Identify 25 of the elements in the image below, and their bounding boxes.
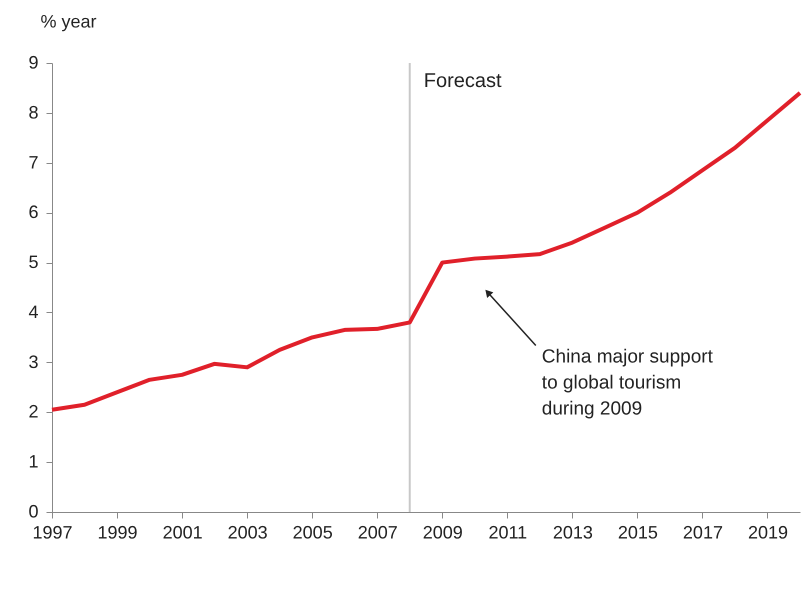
y-tick-label: 2 bbox=[28, 402, 38, 422]
y-tick-label: 9 bbox=[28, 52, 38, 72]
y-axis-title: % year bbox=[40, 12, 97, 32]
x-tick-label: 2011 bbox=[488, 522, 528, 542]
x-tick-label: 2001 bbox=[162, 522, 203, 542]
x-tick-label: 2013 bbox=[552, 522, 593, 542]
x-tick-label: 1997 bbox=[32, 522, 73, 542]
y-tick-label: 7 bbox=[28, 152, 38, 172]
x-tick-label: 2007 bbox=[358, 522, 398, 542]
annotation: China major support to global tourism during 2009 bbox=[542, 346, 714, 420]
x-tick-label: 2017 bbox=[682, 522, 723, 542]
x-tick-label: 2019 bbox=[748, 522, 788, 542]
y-tick-label: 3 bbox=[28, 352, 38, 372]
ref-line-label: Forecast bbox=[424, 70, 502, 92]
x-tick-label: 1999 bbox=[98, 522, 138, 542]
x-tick-label: 2005 bbox=[292, 522, 333, 542]
y-tick-label: 8 bbox=[28, 102, 38, 122]
x-tick-label: 2015 bbox=[618, 522, 658, 542]
y-tick-label: 5 bbox=[28, 252, 38, 272]
y-tick-label: 6 bbox=[28, 202, 38, 222]
y-tick-label: 1 bbox=[28, 452, 38, 472]
y-tick-label: 4 bbox=[28, 302, 38, 322]
y-tick-label: 0 bbox=[28, 502, 38, 522]
x-tick-label: 2003 bbox=[228, 522, 268, 542]
x-tick-label: 2009 bbox=[422, 522, 463, 542]
